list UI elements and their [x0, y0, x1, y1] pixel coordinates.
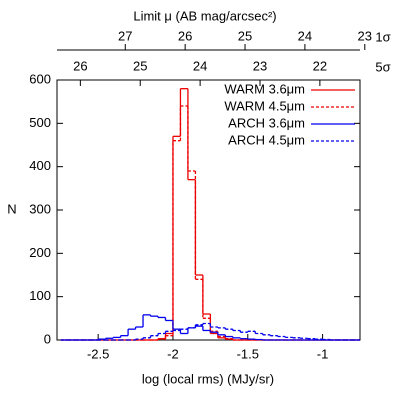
second-top-axis-name: 5σ: [375, 59, 390, 74]
y-tick-label: 100: [29, 288, 51, 303]
second-top-tick-label: 24: [193, 58, 207, 73]
legend-label: WARM 3.6μm: [224, 81, 305, 96]
top-axis-name: 1σ: [375, 29, 390, 44]
y-axis-title: N: [7, 201, 16, 216]
plot-frame: [56, 79, 361, 341]
legend-label: ARCH 3.6μm: [228, 115, 305, 130]
legend-label: ARCH 4.5μm: [228, 132, 305, 147]
top-tick-label: 23: [358, 28, 372, 43]
top-tick-label: 27: [118, 28, 132, 43]
y-tick-label: 500: [29, 115, 51, 130]
second-top-tick-label: 26: [73, 58, 87, 73]
y-tick-label: 600: [29, 71, 51, 86]
legend-label: WARM 4.5μm: [224, 98, 305, 113]
x-tick-label: -2.5: [87, 346, 109, 361]
second-top-tick-label: 25: [133, 58, 147, 73]
y-tick-label: 400: [29, 158, 51, 173]
second-top-tick-label: 23: [253, 58, 267, 73]
second-top-tick-label: 22: [313, 58, 327, 73]
y-tick-label: 0: [44, 331, 51, 346]
x-tick-label: -2: [167, 346, 179, 361]
top-tick-label: 25: [238, 28, 252, 43]
top-tick-label: 24: [298, 28, 312, 43]
x-tick-label: -1.5: [237, 346, 259, 361]
top-tick-label: 26: [178, 28, 192, 43]
y-tick-label: 200: [29, 245, 51, 260]
x-axis-title: log (local rms) (MJy/sr): [142, 371, 274, 386]
x-tick-label: -1: [317, 346, 329, 361]
top-axis-title: Limit μ (AB mag/arcsec²): [133, 8, 276, 23]
y-tick-label: 300: [29, 201, 51, 216]
